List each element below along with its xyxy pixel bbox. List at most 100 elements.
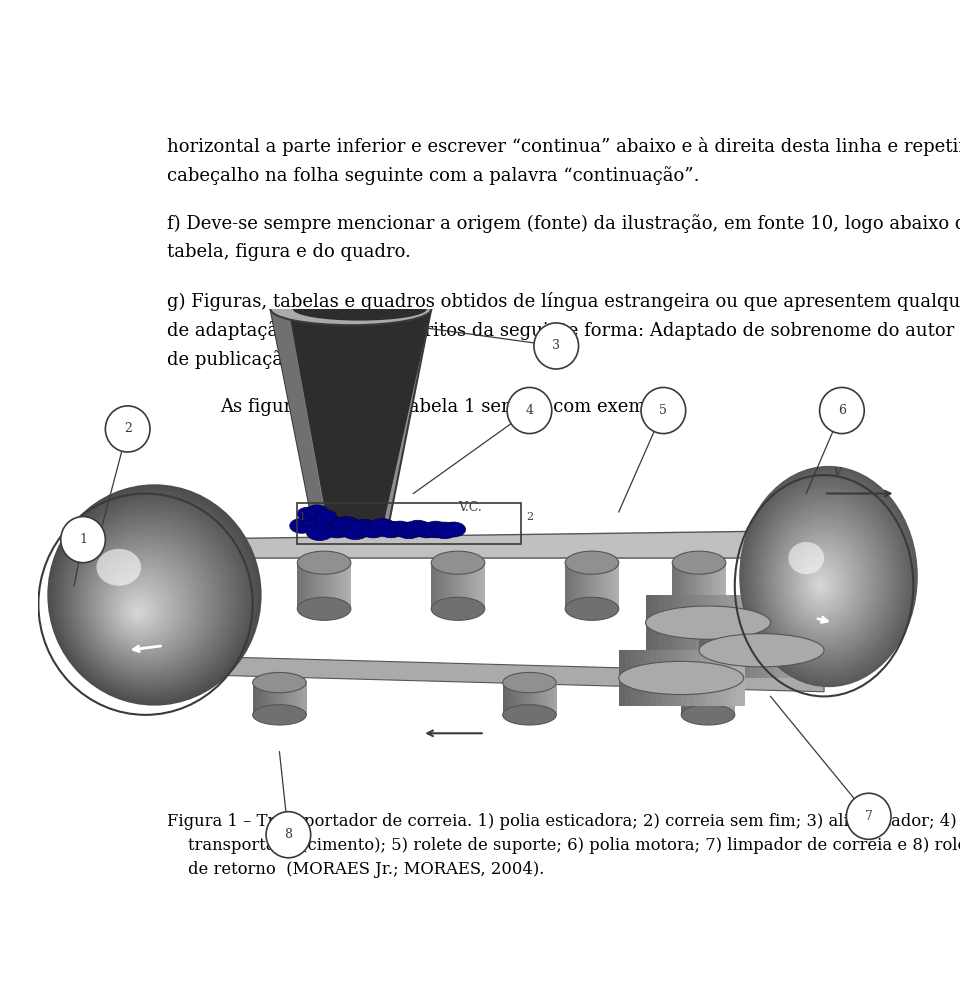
Ellipse shape xyxy=(60,503,243,692)
Bar xyxy=(346,562,348,609)
Bar xyxy=(709,562,713,609)
Bar xyxy=(733,595,740,650)
Ellipse shape xyxy=(315,514,342,531)
Bar xyxy=(708,562,710,609)
Polygon shape xyxy=(146,655,824,692)
Circle shape xyxy=(507,388,552,434)
Ellipse shape xyxy=(84,538,209,667)
Ellipse shape xyxy=(404,520,431,536)
Ellipse shape xyxy=(753,486,901,670)
Ellipse shape xyxy=(126,598,151,624)
Ellipse shape xyxy=(811,573,829,596)
Text: 2: 2 xyxy=(124,423,132,436)
Ellipse shape xyxy=(122,592,157,629)
Ellipse shape xyxy=(388,521,412,536)
Bar xyxy=(758,595,765,650)
Ellipse shape xyxy=(90,546,202,661)
Bar xyxy=(645,595,653,650)
Bar xyxy=(718,622,725,678)
Bar xyxy=(818,622,825,678)
Ellipse shape xyxy=(119,587,161,632)
Bar xyxy=(313,562,317,609)
Bar xyxy=(503,683,507,715)
Ellipse shape xyxy=(71,518,228,681)
Ellipse shape xyxy=(332,516,361,535)
Bar xyxy=(683,562,686,609)
Bar xyxy=(721,562,724,609)
Ellipse shape xyxy=(782,529,865,633)
Ellipse shape xyxy=(742,470,915,684)
Bar xyxy=(689,595,696,650)
Ellipse shape xyxy=(55,496,252,698)
Ellipse shape xyxy=(752,484,903,672)
Polygon shape xyxy=(271,309,431,535)
Circle shape xyxy=(60,516,106,562)
Bar xyxy=(584,562,587,609)
Text: cabeçalho na folha seguinte com a palavra “continuação”.: cabeçalho na folha seguinte com a palavr… xyxy=(167,166,700,184)
Ellipse shape xyxy=(103,564,184,649)
Bar xyxy=(695,683,700,715)
Bar xyxy=(664,595,671,650)
Bar xyxy=(531,683,536,715)
Bar xyxy=(737,650,745,706)
Bar xyxy=(606,562,609,609)
Ellipse shape xyxy=(779,523,871,638)
Bar xyxy=(670,595,678,650)
Bar xyxy=(611,562,613,609)
Bar xyxy=(477,562,480,609)
Ellipse shape xyxy=(776,519,874,641)
Bar xyxy=(705,562,708,609)
Bar xyxy=(292,683,296,715)
Bar xyxy=(324,562,327,609)
Bar xyxy=(263,683,268,715)
Ellipse shape xyxy=(816,579,825,591)
Bar xyxy=(702,562,705,609)
Bar xyxy=(811,622,819,678)
Bar xyxy=(570,562,574,609)
Bar xyxy=(717,683,721,715)
Ellipse shape xyxy=(791,543,854,621)
Text: g) Figuras, tabelas e quadros obtidos de língua estrangeira ou que apresentem qu: g) Figuras, tabelas e quadros obtidos de… xyxy=(167,291,960,311)
Ellipse shape xyxy=(293,297,427,321)
Ellipse shape xyxy=(298,597,351,620)
Bar xyxy=(338,562,341,609)
Circle shape xyxy=(106,406,150,452)
Bar xyxy=(799,622,806,678)
Bar xyxy=(271,683,275,715)
Text: 2: 2 xyxy=(526,511,533,521)
Ellipse shape xyxy=(133,609,141,616)
Bar xyxy=(728,683,732,715)
Ellipse shape xyxy=(107,570,179,644)
Bar xyxy=(434,562,437,609)
Bar xyxy=(711,622,719,678)
Bar xyxy=(675,650,683,706)
Polygon shape xyxy=(146,530,824,558)
Bar xyxy=(707,650,713,706)
Bar xyxy=(549,683,553,715)
Ellipse shape xyxy=(117,585,164,633)
Ellipse shape xyxy=(682,672,734,693)
Ellipse shape xyxy=(743,472,913,682)
Ellipse shape xyxy=(98,557,191,653)
Bar xyxy=(597,562,600,609)
Ellipse shape xyxy=(810,571,831,597)
Ellipse shape xyxy=(83,536,211,669)
Ellipse shape xyxy=(806,565,836,602)
Ellipse shape xyxy=(796,549,849,616)
Ellipse shape xyxy=(809,569,832,599)
Ellipse shape xyxy=(807,567,834,601)
Bar xyxy=(736,622,744,678)
Ellipse shape xyxy=(114,581,168,636)
Ellipse shape xyxy=(739,466,918,687)
Ellipse shape xyxy=(798,553,846,613)
Ellipse shape xyxy=(672,551,726,574)
Bar xyxy=(699,683,703,715)
Bar xyxy=(724,683,728,715)
Bar xyxy=(650,650,657,706)
Ellipse shape xyxy=(780,527,867,635)
Bar xyxy=(657,650,663,706)
Bar xyxy=(669,650,676,706)
Ellipse shape xyxy=(749,480,906,675)
Bar xyxy=(688,683,692,715)
Bar xyxy=(444,562,447,609)
